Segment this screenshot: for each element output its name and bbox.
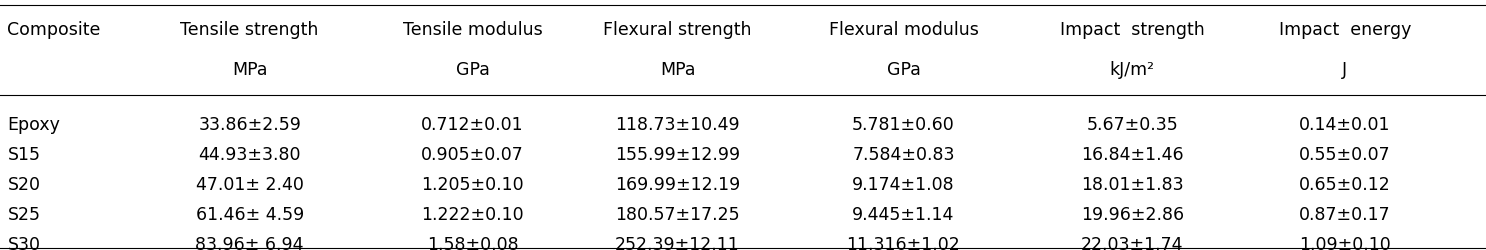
Text: 83.96± 6.94: 83.96± 6.94 (195, 236, 305, 250)
Text: 169.99±12.19: 169.99±12.19 (615, 176, 740, 194)
Text: 11.316±1.02: 11.316±1.02 (847, 236, 960, 250)
Text: Tensile modulus: Tensile modulus (403, 21, 542, 39)
Text: 44.93±3.80: 44.93±3.80 (199, 146, 300, 164)
Text: Impact  energy: Impact energy (1278, 21, 1412, 39)
Text: 0.905±0.07: 0.905±0.07 (421, 146, 525, 164)
Text: 155.99±12.99: 155.99±12.99 (615, 146, 740, 164)
Text: 47.01± 2.40: 47.01± 2.40 (196, 176, 303, 194)
Text: Composite: Composite (7, 21, 101, 39)
Text: GPa: GPa (887, 61, 920, 79)
Text: 5.67±0.35: 5.67±0.35 (1086, 116, 1178, 134)
Text: 1.222±0.10: 1.222±0.10 (421, 206, 525, 224)
Text: 9.445±1.14: 9.445±1.14 (853, 206, 954, 224)
Text: 1.09±0.10: 1.09±0.10 (1299, 236, 1391, 250)
Text: 19.96±2.86: 19.96±2.86 (1080, 206, 1184, 224)
Text: 18.01±1.83: 18.01±1.83 (1080, 176, 1184, 194)
Text: 118.73±10.49: 118.73±10.49 (615, 116, 740, 134)
Text: 252.39±12.11: 252.39±12.11 (615, 236, 740, 250)
Text: 1.205±0.10: 1.205±0.10 (421, 176, 525, 194)
Text: 0.712±0.01: 0.712±0.01 (421, 116, 525, 134)
Text: 16.84±1.46: 16.84±1.46 (1080, 146, 1184, 164)
Text: GPa: GPa (456, 61, 489, 79)
Text: 7.584±0.83: 7.584±0.83 (853, 146, 954, 164)
Text: 0.14±0.01: 0.14±0.01 (1299, 116, 1391, 134)
Text: S15: S15 (7, 146, 40, 164)
Text: 61.46± 4.59: 61.46± 4.59 (196, 206, 303, 224)
Text: 0.55±0.07: 0.55±0.07 (1299, 146, 1391, 164)
Text: Epoxy: Epoxy (7, 116, 61, 134)
Text: 0.65±0.12: 0.65±0.12 (1299, 176, 1391, 194)
Text: Flexural modulus: Flexural modulus (829, 21, 978, 39)
Text: S30: S30 (7, 236, 40, 250)
Text: Flexural strength: Flexural strength (603, 21, 752, 39)
Text: S20: S20 (7, 176, 40, 194)
Text: 5.781±0.60: 5.781±0.60 (851, 116, 955, 134)
Text: kJ/m²: kJ/m² (1110, 61, 1155, 79)
Text: 22.03±1.74: 22.03±1.74 (1082, 236, 1183, 250)
Text: 180.57±17.25: 180.57±17.25 (615, 206, 740, 224)
Text: 9.174±1.08: 9.174±1.08 (851, 176, 955, 194)
Text: MPa: MPa (232, 61, 267, 79)
Text: J: J (1342, 61, 1348, 79)
Text: Tensile strength: Tensile strength (180, 21, 319, 39)
Text: MPa: MPa (660, 61, 695, 79)
Text: 0.87±0.17: 0.87±0.17 (1299, 206, 1391, 224)
Text: 33.86±2.59: 33.86±2.59 (198, 116, 302, 134)
Text: Impact  strength: Impact strength (1060, 21, 1205, 39)
Text: 1.58±0.08: 1.58±0.08 (426, 236, 519, 250)
Text: S25: S25 (7, 206, 40, 224)
